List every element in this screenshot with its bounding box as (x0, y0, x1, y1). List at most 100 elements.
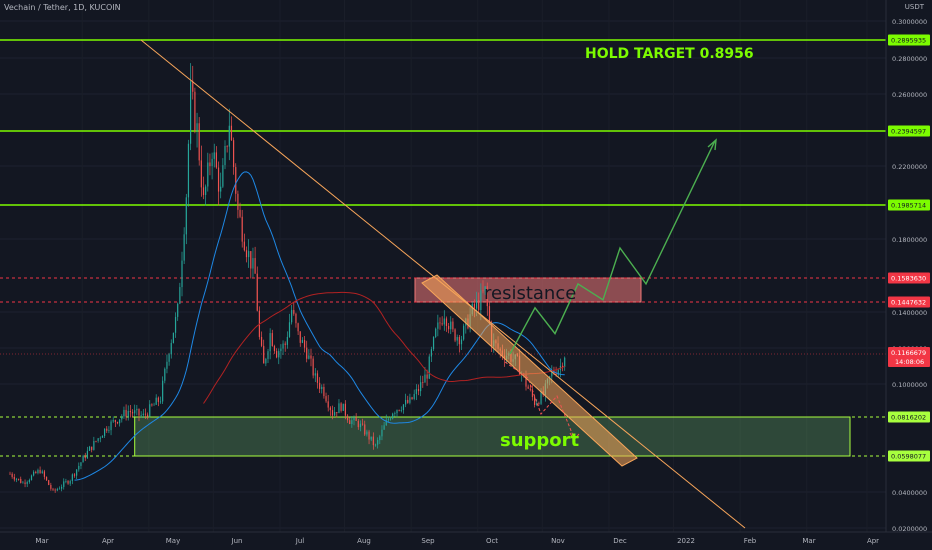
x-tick-label: Dec (613, 537, 627, 545)
candle-body (411, 397, 413, 400)
candle-body (454, 329, 456, 341)
candle-body (239, 209, 241, 217)
candle-body (179, 287, 181, 304)
candle-body (185, 197, 187, 235)
candle-body (76, 469, 78, 476)
candle-body (368, 431, 370, 440)
candle-body (13, 476, 15, 480)
candle-body (222, 165, 224, 187)
hold-target-label: HOLD TARGET 0.8956 (585, 46, 754, 62)
candle-body (226, 146, 228, 147)
candle-body (56, 489, 58, 491)
candle-body (183, 234, 185, 261)
candle-body (463, 325, 465, 340)
candle-body (252, 258, 254, 269)
candle-body (147, 414, 149, 417)
candle-body (69, 480, 71, 484)
candle-body (134, 410, 136, 414)
candle-body (415, 389, 417, 395)
candle-body (314, 373, 316, 376)
candle-body (82, 455, 84, 463)
x-tick-label: Jun (231, 537, 243, 545)
candle-body (86, 450, 88, 459)
y-tick-label: 0.0200000 (892, 525, 927, 533)
candle-body (286, 336, 288, 345)
price-tag-label: 0.1447632 (891, 299, 926, 307)
candle-body (41, 471, 43, 473)
candle-body (432, 337, 435, 350)
price-tag-label: 0.0598077 (891, 453, 926, 461)
moving-average-red (203, 291, 565, 404)
candle-body (387, 419, 389, 421)
candle-body (162, 380, 164, 402)
candle-body (95, 440, 97, 442)
candle-body (357, 420, 359, 428)
y-tick-label: 0.1400000 (892, 309, 927, 317)
candle-body (265, 358, 267, 364)
candle-body (306, 347, 308, 359)
y-tick-label: 0.2600000 (892, 91, 927, 99)
candle-body (142, 413, 144, 415)
candle-body (340, 403, 342, 411)
last-price-tag (888, 347, 930, 367)
candle-body (267, 351, 269, 359)
x-tick-label: Jul (295, 537, 305, 545)
candle-body (235, 167, 237, 194)
candle-body (202, 187, 205, 196)
candle-body (97, 438, 99, 442)
candle-body (538, 402, 540, 404)
candle-body (478, 300, 480, 311)
candle-body (280, 348, 282, 352)
candle-body (215, 152, 217, 168)
candle-body (63, 481, 65, 487)
candle-body (54, 489, 56, 491)
candle-body (359, 423, 362, 428)
x-tick-label: Mar (802, 537, 815, 545)
candle-body (138, 408, 140, 416)
candle-body (140, 414, 142, 416)
candle-body (405, 399, 407, 405)
candle-body (30, 475, 33, 481)
candle-body (362, 423, 364, 425)
candle-body (351, 420, 353, 424)
candle-body (392, 413, 394, 419)
y-tick-label: 0.2200000 (892, 163, 927, 171)
candle-body (456, 337, 458, 341)
candle-body (409, 397, 411, 403)
support-zone (134, 416, 851, 457)
candle-body (529, 388, 531, 390)
candle-body (84, 455, 86, 459)
candle-body (458, 337, 460, 345)
candle-body (310, 355, 312, 359)
candle-body (116, 422, 119, 424)
candle-body (177, 303, 179, 317)
candle-body (61, 486, 63, 489)
candle-body (484, 286, 486, 292)
candle-body (15, 478, 18, 480)
candle-body (78, 465, 80, 470)
candle-body (443, 318, 445, 325)
candle-body (129, 410, 131, 413)
candle-body (355, 417, 357, 421)
candle-body (250, 251, 252, 269)
candle-body (540, 391, 542, 404)
x-tick-label: 2022 (677, 537, 695, 545)
candle-body (157, 397, 159, 402)
candle-body (321, 386, 323, 390)
candle-body (460, 339, 463, 345)
candle-body (473, 303, 475, 309)
bearish-arrowhead (569, 432, 580, 441)
candle-body (58, 488, 61, 490)
candle-body (18, 478, 20, 480)
price-tag-label: 0.1985714 (891, 202, 926, 210)
x-tick-label: Apr (867, 537, 879, 545)
bullish-arrowhead (707, 138, 717, 151)
candle-body (295, 313, 297, 324)
candle-body (435, 328, 437, 338)
x-tick-label: Apr (102, 537, 114, 545)
candle-body (278, 351, 280, 358)
candle-body (269, 333, 271, 352)
candle-body (338, 403, 340, 414)
price-tag (888, 450, 930, 462)
